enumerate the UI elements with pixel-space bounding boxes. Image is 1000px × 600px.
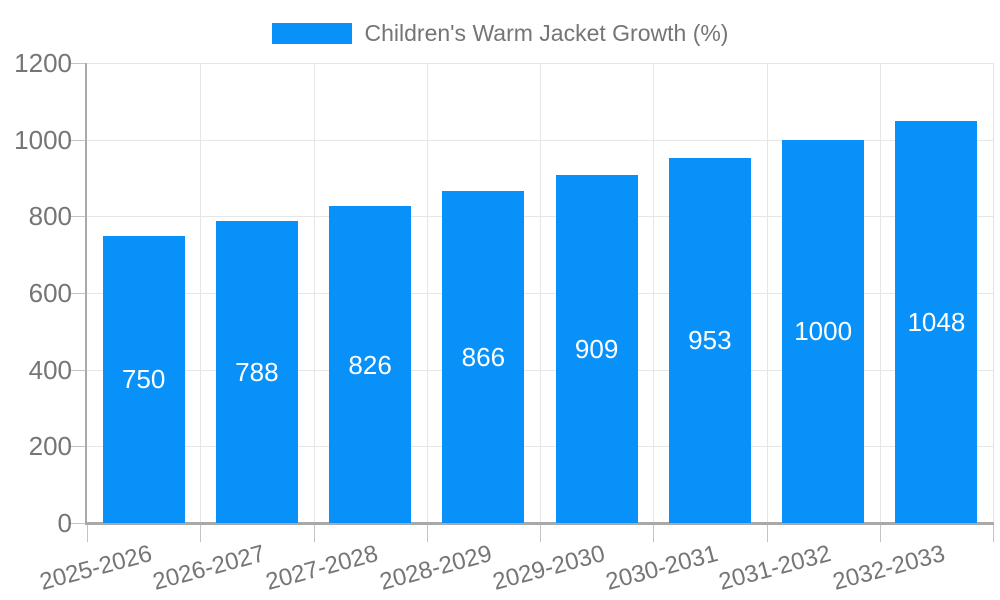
y-axis-label: 0 [57,508,72,538]
y-tick [70,293,87,294]
x-gridline [993,63,994,523]
legend-label[interactable]: Children's Warm Jacket Growth (%) [364,20,729,46]
y-tick [70,446,87,447]
bar[interactable] [215,220,298,523]
x-gridline [653,63,654,523]
bar-value-label: 953 [688,325,732,356]
x-axis-label-text: 2032-2033 [829,540,948,596]
x-tick [540,523,541,542]
y-axis-label: 600 [28,278,72,308]
y-tick [70,216,87,217]
bar[interactable] [442,191,525,523]
bar-value-label: 750 [121,364,166,395]
y-tick [70,63,87,64]
y-axis-label: 800 [28,201,72,231]
y-tick [70,370,87,371]
x-gridline [540,63,541,523]
x-gridline [200,63,201,523]
x-tick [427,523,428,542]
y-axis-label: 1200 [14,48,72,78]
y-tick [70,140,87,141]
x-axis-label: 2032-2033 [640,540,948,596]
x-tick [653,523,654,542]
y-axis-label: 200 [28,431,72,461]
x-gridline [427,63,428,523]
bar-value-label: 826 [348,349,392,380]
x-tick [200,523,201,542]
bar[interactable] [668,157,751,523]
x-tick [993,523,994,542]
x-gridline [314,63,315,523]
x-tick [767,523,768,542]
legend[interactable]: Children's Warm Jacket Growth (%) [0,20,1000,47]
bar-value-label: 866 [461,342,506,373]
x-gridline [767,63,768,523]
bar-value-label: 1000 [794,316,853,347]
x-axis-line [85,522,994,525]
x-tick [314,523,315,542]
y-tick [70,523,87,524]
bar[interactable] [895,121,978,523]
bar[interactable] [782,139,865,523]
bar[interactable] [555,174,638,523]
y-axis-line [85,63,87,525]
x-gridline [880,63,881,523]
bar[interactable] [102,235,185,523]
x-tick [87,523,88,542]
bar-value-label: 788 [235,356,279,387]
legend-swatch[interactable] [271,23,352,44]
bar[interactable] [329,206,412,523]
bar-value-label: 1048 [907,307,966,338]
y-axis-label: 1000 [14,125,72,155]
bar-value-label: 909 [574,333,619,364]
x-tick [880,523,881,542]
y-axis-label: 400 [28,355,72,385]
